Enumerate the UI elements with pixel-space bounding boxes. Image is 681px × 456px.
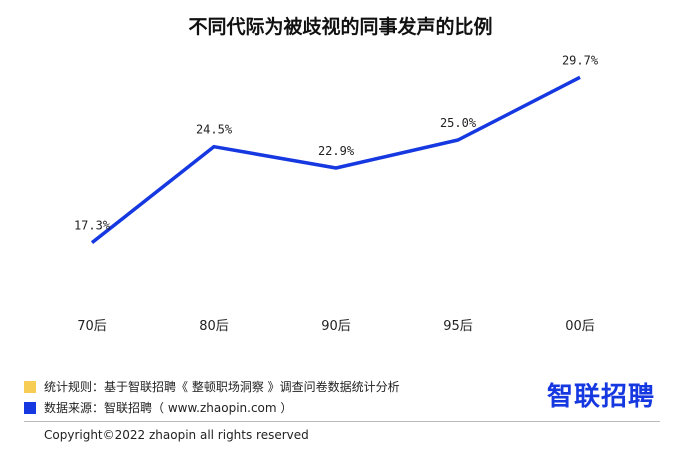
footer-divider xyxy=(24,421,660,422)
legend-rule: 统计规则：基于智联招聘《 整顿职场洞察 》调查问卷数据统计分析 xyxy=(24,378,400,395)
series-line xyxy=(90,75,581,245)
x-tick-label: 90后 xyxy=(321,319,351,334)
brand-logo: 智联招聘 xyxy=(546,382,655,412)
x-tick-label: 95后 xyxy=(443,319,473,334)
legend-source: 数据来源：智联招聘（ www.zhaopin.com ） xyxy=(24,399,292,416)
data-label: 24.5% xyxy=(196,123,233,137)
legend-rule-text: 统计规则：基于智联招聘《 整顿职场洞察 》调查问卷数据统计分析 xyxy=(44,380,400,394)
data-label: 22.9% xyxy=(318,144,355,158)
line-chart: 17.3% 24.5% 22.9% 25.0% 29.7% 70后 80后 90后 95后 00后 xyxy=(74,53,599,334)
data-label: 25.0% xyxy=(440,116,477,130)
legend-source-text: 数据来源：智联招聘（ www.zhaopin.com ） xyxy=(44,401,293,415)
legend-source-swatch xyxy=(24,401,36,414)
x-tick-label: 00后 xyxy=(565,319,595,334)
copyright-text: Copyright©2022 zhaopin all rights reserv… xyxy=(44,428,309,442)
x-tick-label: 80后 xyxy=(199,319,229,334)
x-tick-label: 70后 xyxy=(77,319,107,334)
data-label: 17.3% xyxy=(74,219,111,233)
chart-title: 不同代际为被歧视的同事发声的比例 xyxy=(188,16,493,38)
data-label: 29.7% xyxy=(562,53,599,67)
legend-rule-swatch xyxy=(24,380,36,393)
